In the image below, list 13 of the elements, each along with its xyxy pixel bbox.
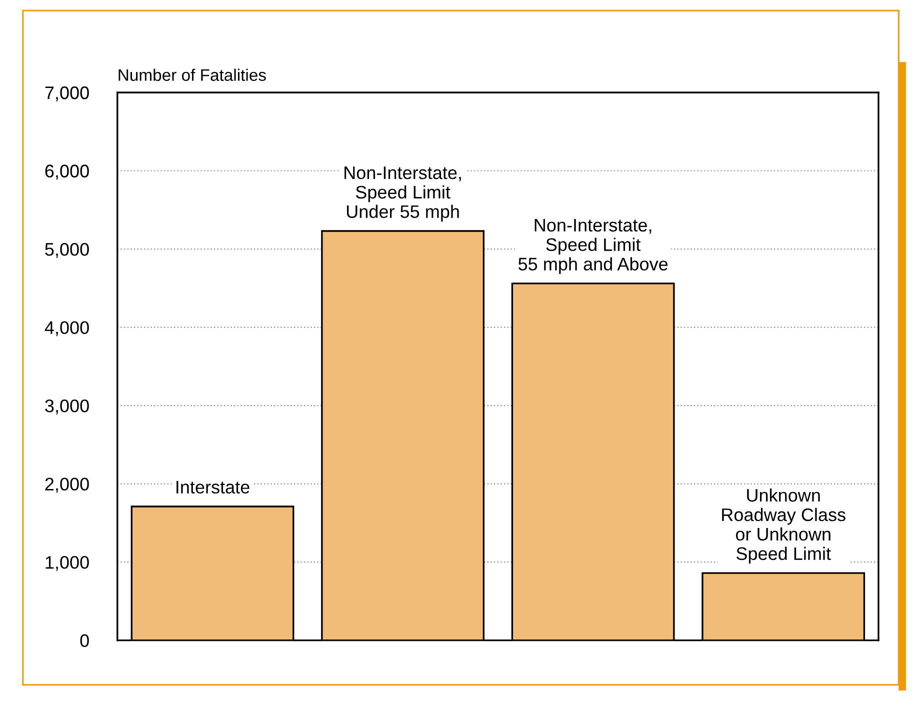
y-tick-label: 7,000 (45, 86, 89, 102)
y-tick-label: 6,000 (45, 164, 89, 180)
y-axis-title: Number of Fatalities (118, 68, 266, 81)
x-tick-label: Non-Interstate, Speed Limit Under 55 mph (344, 166, 461, 222)
x-tick-label: Unknown Roadway Class or Unknown Speed Limit (722, 488, 846, 564)
x-tick-label: Interstate (176, 480, 250, 494)
x-tick-label: Non-Interstate, Speed Limit 55 mph and Above (518, 218, 668, 274)
y-tick-label: 4,000 (44, 321, 89, 336)
y-tick-label: 1,000 (46, 556, 89, 571)
y-tick-label: 0 (80, 634, 89, 648)
y-tick-label: 2,000 (45, 478, 89, 493)
y-tick-label: 3,000 (45, 399, 89, 414)
y-tick-label: 5,000 (45, 242, 89, 258)
